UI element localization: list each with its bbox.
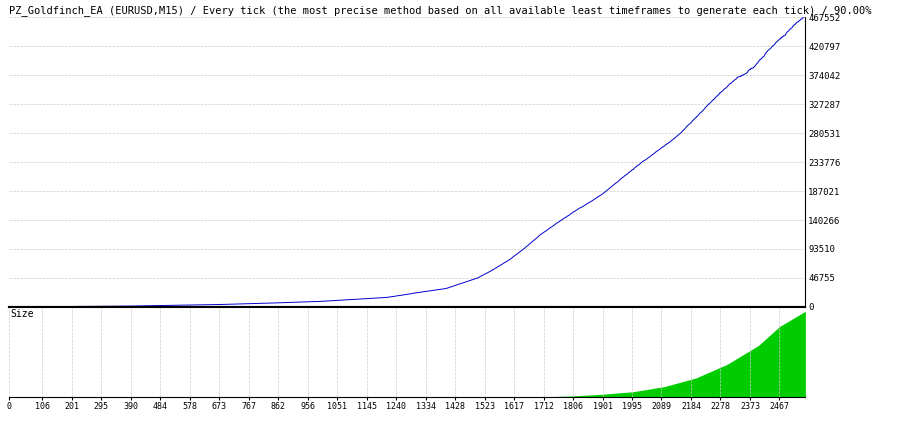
Text: Size: Size (11, 309, 35, 319)
Text: PZ_Goldfinch_EA (EURUSD,M15) / Every tick (the most precise method based on all : PZ_Goldfinch_EA (EURUSD,M15) / Every tic… (9, 5, 872, 16)
